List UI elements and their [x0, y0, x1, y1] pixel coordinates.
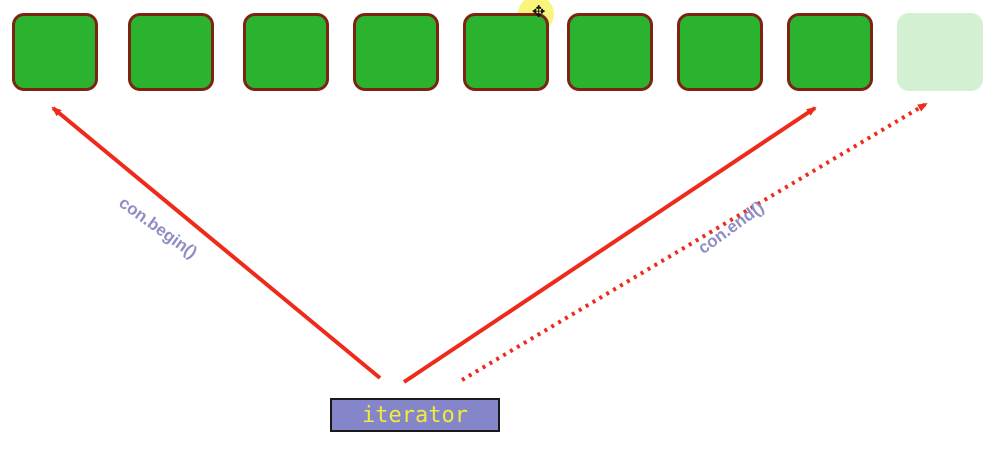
container-element-7 — [677, 13, 763, 91]
begin-arrow — [51, 106, 382, 380]
iterator-box: iterator — [330, 398, 500, 432]
container-element-6 — [567, 13, 653, 91]
container-element-2 — [128, 13, 214, 91]
end-arrow — [460, 102, 928, 382]
last-element-arrow — [402, 106, 817, 384]
iterator-label: iterator — [362, 402, 468, 428]
container-element-3 — [243, 13, 329, 91]
container-element-8 — [787, 13, 873, 91]
container-element-4 — [353, 13, 439, 91]
move-cursor-icon: ✥ — [532, 2, 546, 21]
container-element-5 — [463, 13, 549, 91]
past-the-end-placeholder — [897, 13, 983, 91]
container-element-1 — [12, 13, 98, 91]
